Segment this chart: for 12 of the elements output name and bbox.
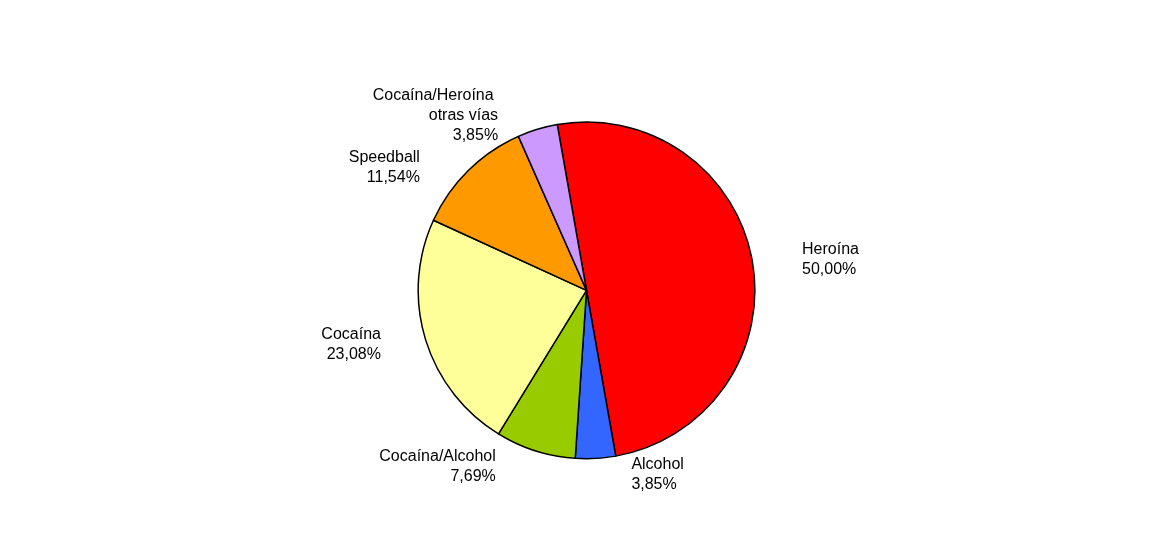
slice-label: Heroína [802, 240, 860, 257]
data-label: 50,00% [802, 260, 857, 277]
slice-label: Cocaína/Heroína otras vías [372, 86, 499, 124]
slice-label: Alcohol [631, 454, 684, 472]
data-label: 7,69% [450, 466, 496, 484]
slice-label: Cocaína/Alcohol [379, 446, 496, 464]
data-label: 3,85% [631, 474, 677, 492]
data-label: 3,85% [452, 126, 499, 144]
data-label: 23,08% [326, 345, 381, 363]
slice-label: Speedball [348, 148, 420, 166]
data-label: 11,54% [366, 168, 420, 186]
slice-label: Cocaína [321, 325, 382, 343]
